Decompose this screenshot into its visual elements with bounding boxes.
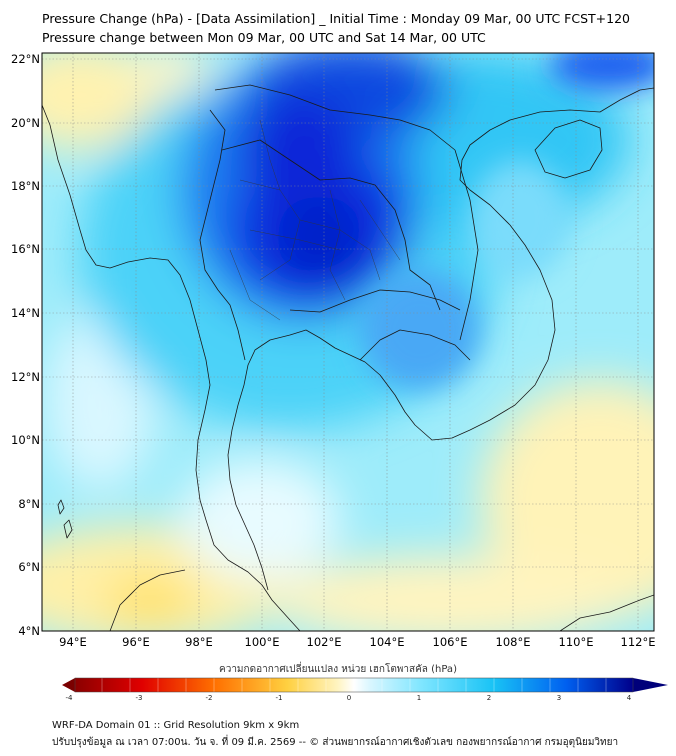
- lon-label: 96°E: [122, 635, 150, 649]
- footer-credit: ปรับปรุงข้อมูล ณ เวลา 07:00น. วัน จ. ที่…: [52, 737, 619, 748]
- country-borders: [199, 84, 479, 361]
- lat-label: 6°N: [18, 560, 40, 574]
- lat-label: 16°N: [11, 242, 40, 256]
- coastlines: [42, 87, 654, 631]
- lat-label: 12°N: [11, 370, 40, 384]
- map-title: Pressure Change (hPa) - [Data Assimilati…: [42, 11, 630, 26]
- colorbar-tick: 4: [626, 694, 632, 702]
- lat-label: 8°N: [18, 497, 40, 511]
- colorbar-tick: -3: [135, 694, 143, 702]
- lon-label: 98°E: [185, 635, 213, 649]
- colorbar-tick: 3: [556, 694, 562, 702]
- colorbar-tick: -4: [65, 694, 73, 702]
- province-borders: [229, 119, 401, 321]
- lon-label: 102°E: [306, 635, 342, 649]
- colorbar-tick: 2: [486, 694, 492, 702]
- lat-label: 14°N: [11, 306, 40, 320]
- lon-label: 100°E: [244, 635, 280, 649]
- colorbar-title: ความกดอากาศเปลี่ยนแปลง หน่วย เฮกโตพาสคัล…: [219, 664, 457, 675]
- footer-model-info: WRF-DA Domain 01 :: Grid Resolution 9km …: [52, 720, 300, 731]
- lat-label: 22°N: [11, 52, 40, 66]
- lat-label: 20°N: [11, 116, 40, 130]
- lon-label: 94°E: [59, 635, 87, 649]
- lon-label: 106°E: [432, 635, 468, 649]
- lat-label: 10°N: [11, 433, 40, 447]
- lon-label: 110°E: [558, 635, 594, 649]
- graticule: [42, 53, 654, 631]
- pressure-field: [42, 53, 654, 631]
- lat-label: 18°N: [11, 179, 40, 193]
- lon-label: 104°E: [369, 635, 405, 649]
- colorbar-tick: -2: [205, 694, 213, 702]
- colorbar-tick: -1: [275, 694, 283, 702]
- lon-label: 112°E: [620, 635, 656, 649]
- map-subtitle: Pressure change between Mon 09 Mar, 00 U…: [42, 30, 486, 45]
- colorbar-tick: 1: [416, 694, 422, 702]
- lat-label: 4°N: [18, 624, 40, 638]
- colorbar: [62, 677, 668, 693]
- map-frame: [41, 52, 655, 632]
- lon-label: 108°E: [495, 635, 531, 649]
- pressure-change-map: [41, 52, 668, 693]
- colorbar-tick: 0: [346, 694, 352, 702]
